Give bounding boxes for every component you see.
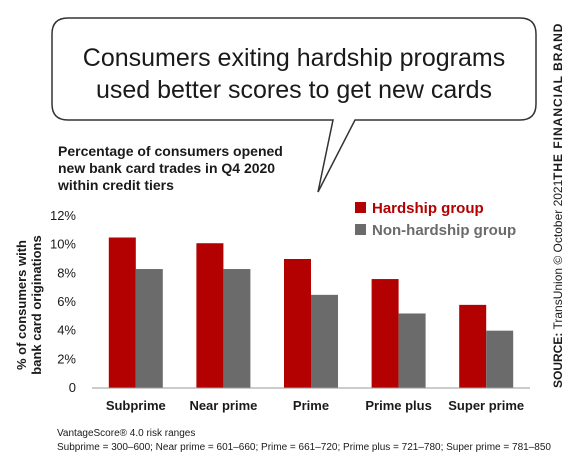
category-label: Super prime — [448, 398, 524, 413]
speech-bubble — [51, 17, 537, 193]
footnote-line-1: VantageScore® 4.0 risk ranges — [57, 428, 195, 439]
bar-hardship — [108, 237, 136, 388]
x-axis-categories: Subprime Near prime Prime Prime plus Super p… — [106, 398, 524, 413]
y-tick-label: 10% — [50, 237, 76, 252]
legend-label-non-hardship: Non-hardship group — [372, 222, 516, 239]
y-axis-ticks: 0 2% 4% 6% 8% 10% 12% — [50, 208, 76, 395]
chart-title-line-3: within credit tiers — [57, 177, 174, 193]
category-label: Subprime — [106, 398, 166, 413]
bar-hardship — [371, 279, 399, 388]
category-label: Near prime — [189, 398, 257, 413]
y-tick-label: 2% — [57, 351, 76, 366]
bar-hardship — [196, 243, 224, 388]
bar-non-hardship — [398, 313, 426, 388]
y-axis-label-line-2: bank card originations — [29, 235, 44, 374]
source-text: TransUnion © October 2021 — [551, 179, 565, 332]
side-credit: SOURCE: TransUnion © October 2021 — [551, 179, 565, 388]
bar-hardship — [284, 259, 311, 388]
bar-non-hardship — [486, 330, 514, 388]
footnote-line-2: Subprime = 300–600; Near prime = 601–660… — [57, 442, 551, 453]
bar-non-hardship — [223, 269, 251, 388]
brand-credit: THE FINANCIAL BRAND — [551, 23, 565, 180]
y-tick-label: 12% — [50, 208, 76, 223]
legend-swatch-hardship — [355, 202, 366, 213]
bars — [108, 237, 514, 388]
bar-non-hardship — [311, 294, 338, 388]
y-tick-label: 4% — [57, 323, 76, 338]
legend-swatch-non-hardship — [355, 224, 366, 235]
category-label: Prime — [293, 398, 329, 413]
source-label: SOURCE: — [551, 333, 565, 388]
headline-line-2: used better scores to get new cards — [96, 76, 492, 104]
category-label: Prime plus — [365, 398, 431, 413]
legend-label-hardship: Hardship group — [372, 200, 484, 217]
chart-title-line-2: new bank card trades in Q4 2020 — [58, 160, 275, 176]
y-tick-label: 8% — [57, 265, 76, 280]
chart-title-line-1: Percentage of consumers opened — [58, 143, 283, 159]
bar-hardship — [459, 304, 487, 388]
y-tick-label: 0 — [69, 380, 76, 395]
headline-line-1: Consumers exiting hardship programs — [83, 44, 505, 72]
y-axis-label-line-1: % of consumers with — [14, 240, 29, 370]
y-tick-label: 6% — [57, 294, 76, 309]
bar-non-hardship — [135, 269, 163, 388]
